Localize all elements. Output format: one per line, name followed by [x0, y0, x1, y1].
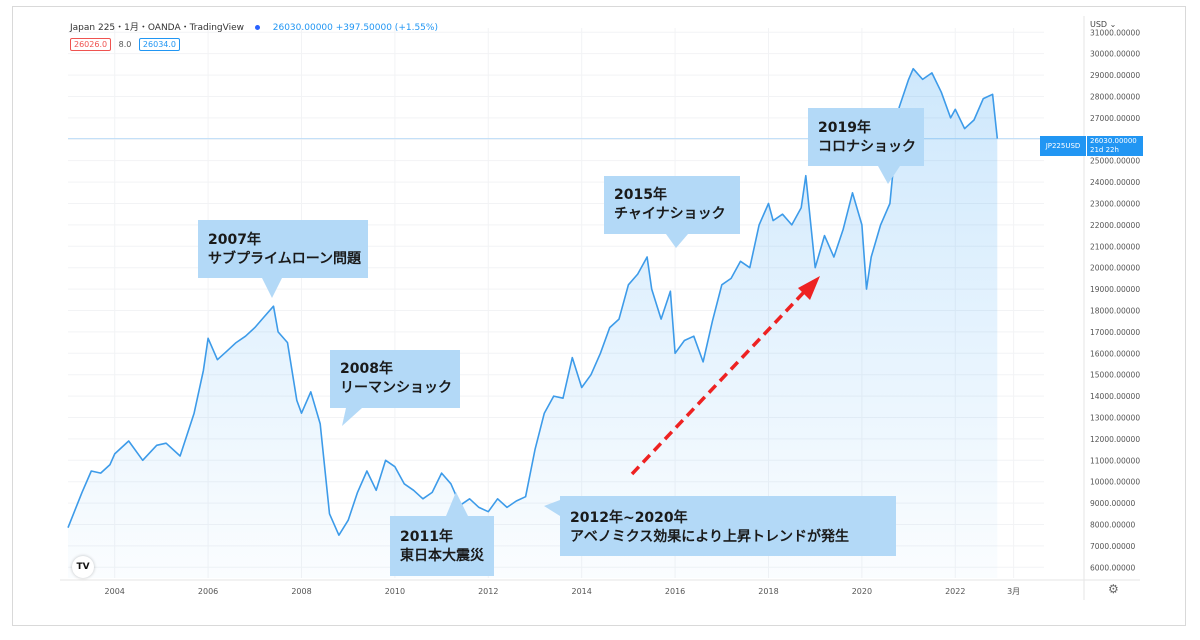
- annotation-2008-pointer: [342, 408, 362, 426]
- y-tick-label: 13000.00000: [1090, 413, 1140, 422]
- y-tick-label: 15000.00000: [1090, 371, 1140, 380]
- y-tick-label: 7000.00000: [1090, 542, 1136, 551]
- y-tick-label: 22000.00000: [1090, 221, 1140, 230]
- series-line: [67, 67, 999, 536]
- y-tick-label: 18000.00000: [1090, 306, 1140, 315]
- annotation-2019: 2019年 コロナショック: [808, 108, 924, 166]
- annotation-2015-pointer: [666, 234, 688, 248]
- annotation-2019-event: コロナショック: [818, 139, 916, 155]
- x-tick-label: 2008: [291, 587, 311, 596]
- y-tick-label: 10000.00000: [1090, 478, 1140, 487]
- series-area: [68, 68, 998, 578]
- x-tick-label: 3月: [1007, 587, 1020, 596]
- annotation-2007-pointer: [262, 278, 282, 298]
- x-tick-label: 2006: [198, 587, 218, 596]
- y-tick-label: 25000.00000: [1090, 157, 1140, 166]
- last-price-value: 26030.00000: [1090, 137, 1137, 145]
- currency-selector[interactable]: USD ⌄: [1090, 20, 1116, 29]
- annotation-2019-pointer: [878, 166, 900, 184]
- currency-label: USD: [1090, 20, 1108, 29]
- annotation-2007-event: サブプライムローン問題: [208, 251, 362, 267]
- ask-box[interactable]: 26034.0: [138, 38, 181, 51]
- annotation-2008: 2008年 リーマンショック: [330, 350, 460, 408]
- annotation-2012-2020: 2012年~2020年 アベノミクス効果により上昇トレンドが発生: [560, 496, 896, 556]
- y-tick-label: 17000.00000: [1090, 328, 1140, 337]
- y-tick-label: 28000.00000: [1090, 92, 1140, 101]
- x-tick-label: 2018: [758, 587, 778, 596]
- annotation-2008-event: リーマンショック: [340, 380, 452, 396]
- y-tick-label: 21000.00000: [1090, 242, 1140, 251]
- x-tick-label: 2014: [572, 587, 592, 596]
- y-tick-label: 31000.00000: [1090, 28, 1140, 37]
- annotation-2012-2020-event: アベノミクス効果により上昇トレンドが発生: [570, 529, 850, 545]
- bar-countdown: 21d 22h: [1090, 146, 1119, 154]
- annotation-2015-event: チャイナショック: [614, 206, 726, 222]
- y-tick-label: 12000.00000: [1090, 435, 1140, 444]
- y-tick-label: 30000.00000: [1090, 50, 1140, 59]
- status-dot-icon: [254, 24, 260, 30]
- current-price-readout: 26030.00000 +397.50000 (+1.55%): [272, 23, 438, 33]
- annotation-2015-year: 2015年: [614, 187, 667, 203]
- y-tick-label: 29000.00000: [1090, 71, 1140, 80]
- trend-arrow-line: [630, 288, 808, 476]
- chart-header: Japan 225・1月・OANDA・TradingView 26030.000…: [70, 20, 438, 33]
- y-tick-label: 27000.00000: [1090, 114, 1140, 123]
- x-tick-label: 2020: [852, 587, 872, 596]
- annotation-2015: 2015年 チャイナショック: [604, 176, 740, 234]
- y-tick-label: 9000.00000: [1090, 499, 1136, 508]
- y-tick-label: 24000.00000: [1090, 178, 1140, 187]
- y-tick-label: 6000.00000: [1090, 563, 1136, 572]
- annotation-2007: 2007年 サブプライムローン問題: [198, 220, 368, 278]
- y-tick-label: 16000.00000: [1090, 349, 1140, 358]
- x-tick-label: 2004: [105, 587, 125, 596]
- y-tick-label: 8000.00000: [1090, 520, 1136, 529]
- annotation-2011-event: 東日本大震災: [400, 548, 484, 564]
- annotation-2011-pointer: [446, 492, 468, 516]
- annotation-2011: 2011年 東日本大震災: [390, 516, 494, 576]
- x-tick-label: 2016: [665, 587, 685, 596]
- chevron-down-icon: ⌄: [1109, 20, 1117, 29]
- annotation-2007-year: 2007年: [208, 232, 261, 248]
- y-tick-label: 19000.00000: [1090, 285, 1140, 294]
- annotation-2008-year: 2008年: [340, 361, 393, 377]
- x-tick-label: 2022: [945, 587, 965, 596]
- trend-arrow-head: [798, 276, 820, 300]
- annotation-2019-year: 2019年: [818, 120, 871, 136]
- bid-box[interactable]: 26026.0: [70, 38, 112, 51]
- y-tick-label: 11000.00000: [1090, 456, 1140, 465]
- gear-icon[interactable]: ⚙: [1108, 582, 1119, 596]
- y-tick-label: 20000.00000: [1090, 264, 1140, 273]
- annotation-2012-2020-years: 2012年~2020年: [570, 510, 688, 526]
- last-price-tag: 26030.00000 21d 22h: [1087, 136, 1143, 156]
- annotation-2011-year: 2011年: [400, 529, 453, 545]
- chart-title: Japan 225・1月・OANDA・TradingView: [70, 23, 244, 33]
- symbol-price-tag: JP225USD: [1040, 136, 1086, 156]
- spread-value: 8.0: [118, 40, 132, 49]
- x-tick-label: 2012: [478, 587, 498, 596]
- x-tick-label: 2010: [385, 587, 405, 596]
- y-tick-label: 23000.00000: [1090, 199, 1140, 208]
- annotation-2012-2020-pointer: [544, 500, 560, 516]
- quote-boxes: 26026.0 8.0 26034.0: [70, 38, 181, 51]
- y-tick-label: 14000.00000: [1090, 392, 1140, 401]
- tradingview-logo[interactable]: TV: [72, 556, 94, 578]
